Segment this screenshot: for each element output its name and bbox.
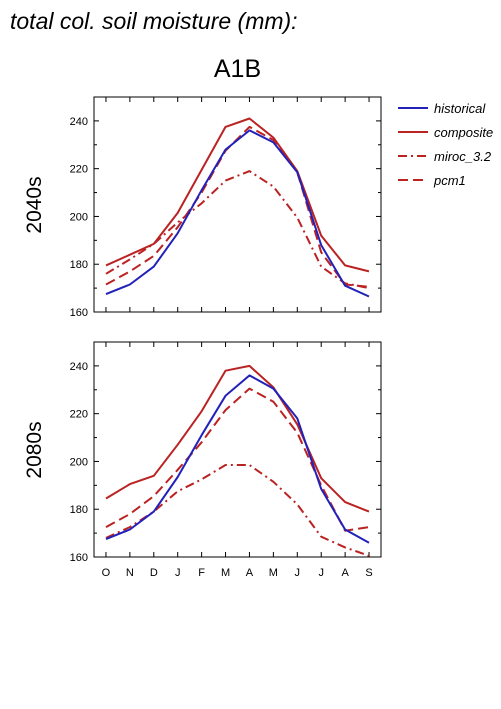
scenario-title: A1B: [213, 55, 262, 83]
legend-label: miroc_3.2: [434, 148, 492, 164]
series-line-pcm1: [105, 387, 370, 532]
legend-item-miroc: miroc_3.2: [398, 144, 493, 168]
y-tick-label: 200: [70, 211, 88, 223]
x-tick-label: A: [246, 567, 254, 579]
y-tick-label: 200: [70, 456, 88, 468]
series-line-miroc-3-2: [105, 464, 370, 557]
x-tick-label: S: [365, 567, 372, 579]
legend-label: pcm1: [434, 172, 466, 188]
legend-label: historical: [434, 100, 486, 116]
plot-frame: [93, 341, 382, 558]
x-tick-label: M: [221, 567, 230, 579]
series-line-composite: [105, 364, 370, 513]
x-tick-label: N: [126, 567, 134, 579]
legend-swatch-composite: [398, 131, 428, 133]
y-tick-label: 180: [70, 504, 88, 516]
legend-swatch-historical: [398, 107, 428, 109]
series-line-historical: [105, 129, 370, 298]
x-tick-label: O: [102, 567, 111, 579]
x-tick-label: J: [295, 567, 301, 579]
legend-label: composite: [434, 124, 494, 140]
y-tick-label: 240: [70, 116, 88, 128]
page-title: total col. soil moisture (mm):: [10, 8, 298, 34]
y-tick-label: 220: [70, 164, 88, 176]
y-tick-label: 160: [70, 552, 88, 564]
x-tick-label: A: [341, 567, 349, 579]
legend: historical composite miroc_3.2 pcm1: [398, 96, 493, 192]
legend-item-composite: composite: [398, 120, 493, 144]
legend-swatch-pcm1: [398, 179, 428, 181]
y-tick-label: 220: [70, 409, 88, 421]
plot-frame: [93, 96, 382, 313]
x-tick-label: J: [318, 567, 324, 579]
legend-item-historical: historical: [398, 96, 493, 120]
y-tick-label: 240: [70, 361, 88, 373]
x-tick-label: J: [175, 567, 181, 579]
series-line-pcm1: [105, 125, 370, 288]
y-tick-label: 180: [70, 259, 88, 271]
series-line-miroc-3-2: [105, 170, 370, 290]
legend-swatch-miroc: [398, 155, 428, 157]
y-tick-label: 160: [70, 307, 88, 319]
series-line-historical: [105, 374, 370, 544]
legend-item-pcm1: pcm1: [398, 168, 493, 192]
x-tick-label: M: [269, 567, 278, 579]
x-tick-label: D: [150, 567, 158, 579]
x-tick-label: F: [198, 567, 205, 579]
